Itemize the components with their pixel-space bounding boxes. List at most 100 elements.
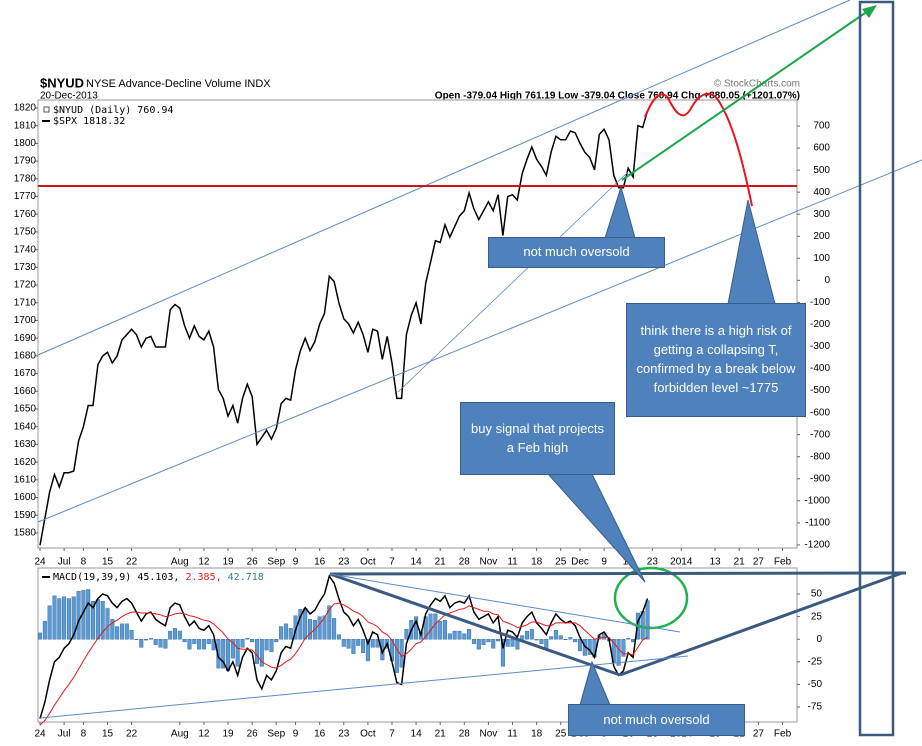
callout: not much oversold [568, 704, 745, 736]
histogram-bar [467, 629, 472, 640]
histogram-bar [279, 626, 284, 640]
histogram-bar [182, 639, 187, 643]
histogram-bar [524, 630, 529, 640]
y-tick-label: 1670 [14, 368, 37, 379]
histogram-bar [308, 619, 313, 640]
x-tick-label: 22 [126, 557, 138, 568]
histogram-bar [568, 637, 573, 640]
histogram-bar [447, 633, 452, 640]
y-tick-label: 1720 [14, 280, 37, 291]
histogram-bar [626, 638, 631, 640]
histogram-bar [187, 639, 192, 650]
x-tick-label: Aug [171, 729, 189, 740]
histogram-bar [621, 639, 626, 657]
histogram-bar [230, 639, 235, 659]
histogram-bar [510, 639, 515, 647]
y-tick-label: 100 [813, 253, 830, 264]
series-line [39, 574, 649, 719]
y-tick-label: -300 [810, 341, 830, 352]
histogram-bar [158, 639, 163, 648]
series-line [39, 110, 649, 546]
histogram-bar [76, 591, 81, 640]
x-tick-label: 11 [507, 557, 518, 568]
histogram-bar [240, 639, 245, 648]
histogram-bar [235, 639, 240, 667]
histogram-bar [288, 628, 293, 640]
legend-entry: 45.103, [137, 572, 179, 583]
quote: Open -379.04 High 761.19 Low -379.04 Clo… [435, 91, 800, 102]
legend: $SPX 1818.32 [53, 116, 125, 127]
arrow-head [862, 5, 877, 18]
highlight-circle [613, 566, 689, 630]
histogram-bar [553, 629, 558, 640]
histogram-bar [452, 630, 457, 640]
y-tick-label: 1650 [14, 404, 37, 415]
histogram-bar [42, 620, 47, 640]
y-tick-label: 25 [811, 611, 823, 622]
x-tick-label: Dec [571, 557, 589, 568]
histogram-bar [563, 639, 568, 640]
histogram-bar [226, 639, 231, 672]
histogram-bar [153, 639, 158, 645]
legend: MACD(19,39,9) 45.103, 2.385, 42.718 [53, 572, 264, 583]
callout-pointer [727, 199, 776, 305]
x-tick-label: 7 [389, 557, 395, 568]
histogram-bar [144, 639, 149, 641]
y-tick-label: -50 [808, 679, 823, 690]
trend-line [329, 571, 907, 576]
y-tick-label: 1820 [14, 103, 37, 114]
legend-entry: 42.718 [228, 572, 264, 583]
y-tick-label: 1800 [14, 138, 37, 149]
legend-entry: MACD(19,39,9) [53, 572, 131, 583]
y-tick-label: -500 [810, 385, 830, 396]
histogram-bar [394, 639, 399, 673]
x-tick-label: 24 [34, 557, 46, 568]
y-tick-label: 1660 [14, 386, 37, 397]
histogram-bar [481, 639, 486, 645]
histogram-bar [221, 639, 226, 669]
x-tick-label: Nov [480, 557, 498, 568]
histogram-bar [259, 639, 264, 667]
histogram-bar [52, 595, 57, 640]
histogram-bar [298, 609, 303, 640]
histogram-bar [443, 620, 448, 640]
x-tick-label: 14 [411, 557, 423, 568]
y-tick-label: 1710 [14, 297, 37, 308]
y-tick-label: 1700 [14, 315, 37, 326]
histogram-bar [269, 639, 274, 653]
y-tick-label: 1620 [14, 457, 37, 468]
x-tick-label: 28 [459, 557, 471, 568]
trend-line [37, 159, 922, 523]
y-tick-label: 0 [824, 275, 830, 286]
projection-curve [644, 92, 753, 207]
y-tick-label: 1760 [14, 209, 37, 220]
y-tick-label: -1000 [804, 495, 830, 506]
x-tick-label: 21 [435, 729, 447, 740]
histogram-bar [86, 589, 91, 640]
histogram-bar [134, 639, 139, 640]
histogram-bar [119, 623, 124, 640]
histogram-bar [573, 639, 578, 643]
y-tick-label: 1600 [14, 492, 37, 503]
x-tick-label: 7 [389, 729, 395, 740]
histogram-bar [433, 613, 438, 640]
histogram-bar [192, 639, 197, 644]
histogram-bar [173, 628, 178, 640]
histogram-bar [322, 615, 327, 640]
histogram-bar [264, 639, 269, 651]
y-tick-label: -200 [810, 319, 830, 330]
y-tick-label: -1200 [804, 540, 830, 551]
histogram-bar [66, 598, 71, 640]
projection-arrow [621, 10, 869, 181]
x-tick-label: Jul [58, 729, 71, 740]
x-tick-label: 2014 [670, 557, 693, 568]
histogram-bar [399, 639, 404, 668]
x-tick-label: 26 [247, 557, 259, 568]
y-tick-label: 1630 [14, 439, 37, 450]
y-tick-label: 1740 [14, 244, 37, 255]
histogram-bar [283, 623, 288, 640]
legend: $NYUD (Daily) 760.94 [53, 105, 173, 116]
y-tick-label: 1750 [14, 227, 37, 238]
y-tick-label: 0 [816, 634, 822, 645]
